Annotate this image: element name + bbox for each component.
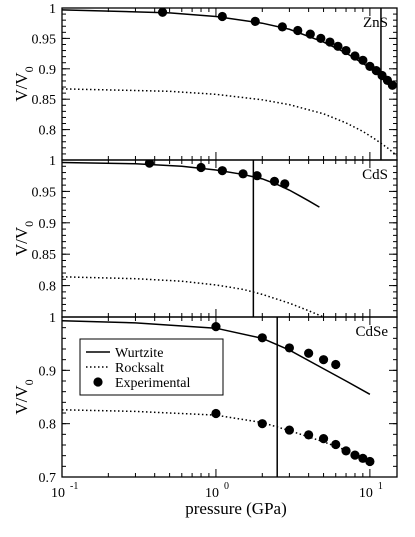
panel-cdse: 0.7 0.8 0.9 1 CdSe V/V0 [12,311,398,486]
plot-frame [61,159,398,318]
legend: Wurtzite Rocksalt Experimental [79,338,224,396]
wurtzite-curve [62,161,320,208]
y-axis-title: V/V0 [12,66,36,101]
y-axis-title-main: V/V [12,72,31,102]
experimental-point [365,456,375,467]
legend-box [79,338,224,396]
experimental-point [341,446,351,456]
experimental-point [284,343,294,353]
experimental-point [318,434,329,444]
experimental-point [157,8,168,17]
legend-experimental-label: Experimental [115,376,191,391]
y-tick-label: 0.8 [39,280,57,295]
experimental-point [284,425,294,435]
y-axis-title-subscript: 0 [22,379,36,385]
experimental-point [277,22,287,32]
experimental-point [304,348,314,358]
y-tick-label: 0.9 [39,63,57,78]
experimental-point [196,162,206,173]
experimental-point [252,171,262,181]
y-axis-title: V/V0 [12,221,36,256]
experimental-point [257,333,267,343]
legend-rocksalt-label: Rocksalt [115,361,164,376]
panel-label: CdS [362,167,388,183]
experimental-point [325,37,335,47]
experimental-point [211,322,221,332]
y-tick-label: 1 [49,2,56,17]
experimental-point [144,160,155,168]
legend-experimental-swatch [93,377,103,387]
y-tick-label: 0.8 [39,124,57,139]
plot-area [62,317,375,477]
experimental-point [217,11,227,22]
experimental-point [280,179,290,189]
panel-zns: 0.8 0.85 0.9 0.95 1 ZnS V/V0 [12,2,398,161]
experimental-point [341,45,351,56]
y-axis-title: V/V0 [12,379,36,414]
x-axis-title: pressure (GPa) [185,499,287,518]
y-axis-title-main: V/V [12,385,31,415]
y-axis-title-subscript: 0 [22,66,36,72]
experimental-point [331,359,341,370]
panel-label: ZnS [363,15,388,31]
experimental-point [269,176,280,186]
experimental-point [350,450,360,460]
plot-frame [61,316,398,478]
experimental-point [238,169,248,179]
y-axis-title-main: V/V [12,226,31,256]
wurtzite-curve [62,319,371,395]
y-tick-label: 0.85 [32,248,57,263]
experimental-point [304,430,314,440]
y-tick-label: 0.7 [39,471,57,486]
experimental-point [305,29,315,39]
x-tick-label: 10 [51,486,65,501]
experimental-point [350,51,360,61]
experimental-point [217,166,227,176]
y-tick-label: 0.9 [39,217,57,232]
x-tick-label-exponent: 0 [224,481,229,492]
y-tick-label: 1 [49,154,56,169]
rocksalt-curve [62,88,397,157]
experimental-point [333,41,343,51]
y-tick-label: 0.95 [32,185,57,200]
rocksalt-curve [62,276,326,317]
x-tick-label: 10 [205,486,219,501]
experimental-point [358,453,368,463]
plot-frame [61,7,398,161]
y-tick-label: 1 [49,311,56,326]
experimental-point [318,355,329,365]
y-axis-title-subscript: 0 [22,221,36,227]
x-tick-label: 10 [359,486,373,501]
experimental-point [358,55,368,65]
plot-area [62,8,397,160]
y-tick-label: 0.85 [32,93,57,108]
experimental-point [250,16,260,26]
y-tick-label: 0.9 [39,364,57,379]
plot-area [62,160,326,317]
panel-label: CdSe [355,324,388,340]
panel-cds: 0.8 0.85 0.9 0.95 1 CdS V/V0 [12,154,398,318]
legend-wurtzite-label: Wurtzite [115,346,163,361]
y-tick-label: 0.95 [32,32,57,47]
experimental-point [387,80,397,90]
experimental-point [257,419,267,429]
panels: 0.80.850.90.951ZnSV/V00.80.850.90.951CdS… [12,2,398,486]
experimental-point [331,439,341,450]
x-tick-label-exponent: -1 [70,481,78,492]
experimental-point [316,33,326,44]
experimental-point [211,408,221,419]
x-tick-label-exponent: 1 [378,481,383,492]
y-tick-label: 0.8 [39,418,57,433]
experimental-point [293,25,303,36]
